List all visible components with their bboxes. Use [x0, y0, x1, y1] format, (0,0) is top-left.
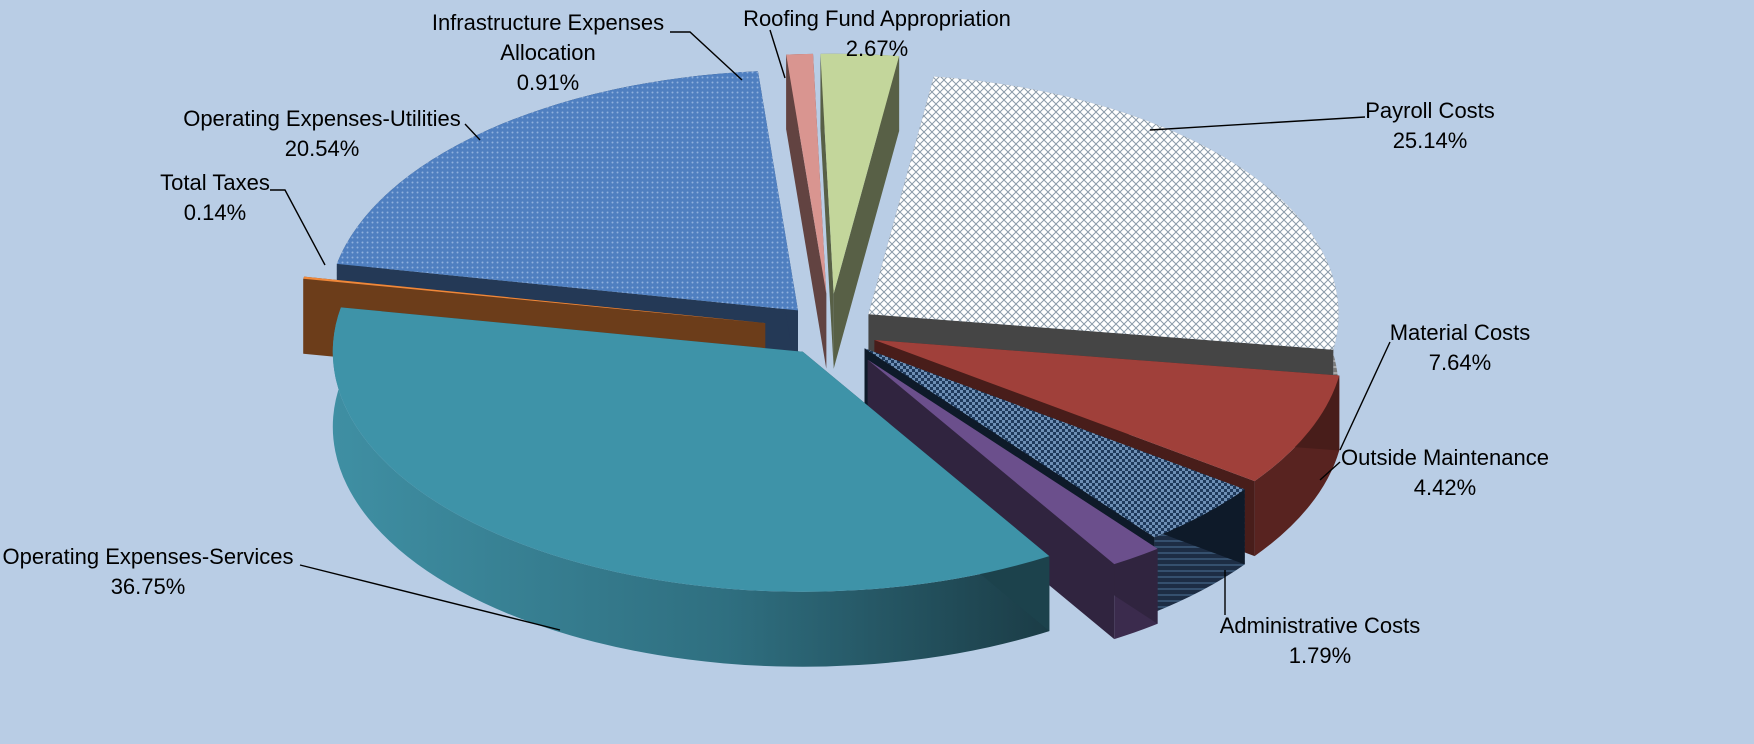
- pie-slice-wall-infrastructure-expenses-allocation-0: [786, 54, 827, 369]
- pie-slice-outside-maintenance[interactable]: [864, 348, 1245, 538]
- data-label-name-operating-expenses-utilities: Operating Expenses-Utilities: [183, 106, 461, 131]
- data-label-value-outside-maintenance: 4.42%: [1414, 475, 1476, 500]
- leader-line-outside-maintenance: [1319, 461, 1341, 481]
- leader-line-payroll-costs: [1149, 116, 1366, 131]
- leader-line-operating-expenses-utilities: [464, 123, 481, 141]
- pie-slice-material-costs[interactable]: [874, 339, 1340, 482]
- data-label-name-roofing-fund-appropriation: Roofing Fund Appropriation: [743, 6, 1011, 31]
- leader-line-infrastructure-expenses-allocation: [670, 31, 743, 81]
- pie-slice-roofing-fund-appropriation[interactable]: [820, 53, 900, 294]
- pie-slice-total-taxes[interactable]: [303, 276, 766, 324]
- data-label-value-administrative-costs: 1.79%: [1289, 643, 1351, 668]
- data-label-name-operating-expenses-services: Operating Expenses-Services: [2, 544, 293, 569]
- data-label-value-payroll-costs: 25.14%: [1393, 128, 1468, 153]
- data-label-value-material-costs: 7.64%: [1429, 350, 1491, 375]
- pie-slice-wall-administrative-costs-1: [867, 359, 1115, 640]
- pie-slice-operating-expenses-utilities[interactable]: [336, 71, 798, 311]
- pie-slice-administrative-costs[interactable]: [867, 359, 1158, 565]
- data-label-name-infrastructure-expenses-allocation: Allocation: [500, 40, 595, 65]
- data-label-value-roofing-fund-appropriation: 2.67%: [846, 36, 908, 61]
- data-label-name-outside-maintenance: Outside Maintenance: [1341, 445, 1549, 470]
- leader-line-total-taxes: [270, 189, 326, 266]
- pie-slice-payroll-costs[interactable]: [868, 76, 1339, 350]
- data-label-value-total-taxes: 0.14%: [184, 200, 246, 225]
- leader-line-roofing-fund-appropriation: [769, 29, 786, 79]
- pie-slice-wall-roofing-fund-appropriation-1: [833, 56, 900, 369]
- pie-slice-infrastructure-expenses-allocation[interactable]: [786, 53, 827, 294]
- pie-slice-operating-expenses-services[interactable]: [332, 307, 1050, 592]
- data-label-value-infrastructure-expenses-allocation: 0.91%: [517, 70, 579, 95]
- pie-slice-side-operating-expenses-services: [332, 307, 1050, 667]
- data-label-name-material-costs: Material Costs: [1390, 320, 1531, 345]
- data-label-name-total-taxes: Total Taxes: [160, 170, 270, 195]
- data-label-name-infrastructure-expenses-allocation: Infrastructure Expenses: [432, 10, 664, 35]
- data-label-name-payroll-costs: Payroll Costs: [1365, 98, 1495, 123]
- pie-slice-wall-roofing-fund-appropriation-0: [820, 53, 834, 369]
- data-label-value-operating-expenses-utilities: 20.54%: [285, 136, 360, 161]
- data-label-name-administrative-costs: Administrative Costs: [1220, 613, 1421, 638]
- leader-line-operating-expenses-services: [299, 564, 561, 631]
- data-label-value-operating-expenses-services: 36.75%: [111, 574, 186, 599]
- leader-line-material-costs: [1339, 341, 1391, 451]
